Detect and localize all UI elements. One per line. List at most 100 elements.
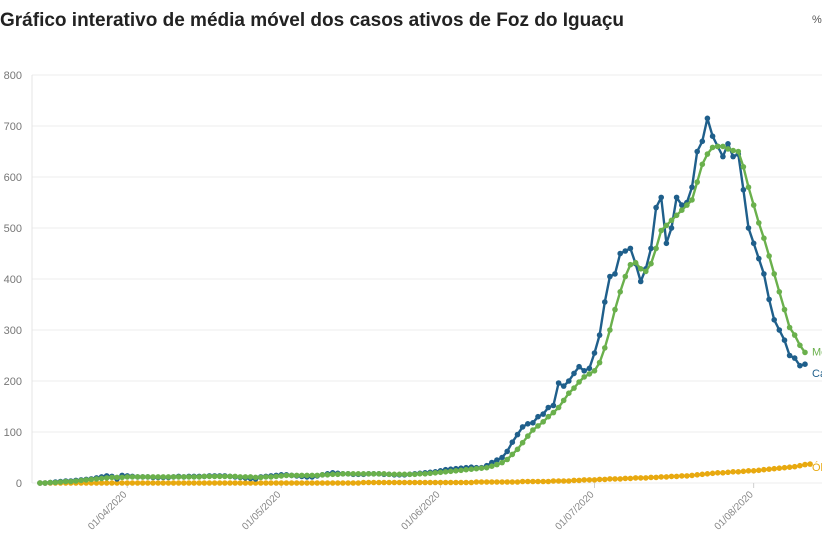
data-point[interactable] bbox=[360, 479, 367, 486]
data-point[interactable] bbox=[335, 471, 341, 478]
data-point[interactable] bbox=[504, 479, 511, 485]
data-point[interactable] bbox=[278, 480, 285, 486]
share-icon[interactable]: % bbox=[812, 14, 822, 26]
data-point[interactable] bbox=[581, 477, 587, 483]
data-point[interactable] bbox=[797, 462, 803, 469]
data-point[interactable] bbox=[412, 471, 418, 478]
data-point[interactable] bbox=[273, 480, 280, 486]
data-point[interactable] bbox=[381, 471, 387, 477]
data-point[interactable] bbox=[591, 477, 598, 483]
data-point[interactable] bbox=[750, 468, 757, 474]
data-point[interactable] bbox=[586, 365, 593, 372]
data-point[interactable] bbox=[745, 225, 752, 231]
data-point[interactable] bbox=[186, 480, 192, 486]
data-point[interactable] bbox=[499, 459, 505, 466]
data-point[interactable] bbox=[155, 474, 161, 480]
data-point[interactable] bbox=[468, 479, 475, 486]
data-point[interactable] bbox=[617, 250, 623, 257]
data-point[interactable] bbox=[103, 480, 110, 486]
data-point[interactable] bbox=[324, 480, 331, 486]
data-point[interactable] bbox=[673, 194, 680, 201]
data-point[interactable] bbox=[714, 143, 721, 150]
data-point[interactable] bbox=[504, 448, 511, 455]
data-point[interactable] bbox=[720, 143, 726, 150]
data-point[interactable] bbox=[370, 479, 377, 486]
data-point[interactable] bbox=[509, 479, 516, 485]
data-point[interactable] bbox=[201, 480, 208, 486]
data-point[interactable] bbox=[540, 478, 546, 485]
data-point[interactable] bbox=[648, 245, 654, 252]
data-point[interactable] bbox=[658, 194, 664, 201]
data-point[interactable] bbox=[771, 465, 777, 472]
data-point[interactable] bbox=[129, 474, 136, 480]
data-point[interactable] bbox=[560, 397, 567, 404]
data-point[interactable] bbox=[473, 479, 480, 485]
data-point[interactable] bbox=[730, 469, 736, 475]
data-point[interactable] bbox=[622, 273, 629, 280]
data-point[interactable] bbox=[689, 197, 695, 203]
data-point[interactable] bbox=[607, 476, 613, 482]
data-point[interactable] bbox=[761, 235, 767, 241]
data-point[interactable] bbox=[668, 473, 675, 480]
data-point[interactable] bbox=[709, 133, 716, 139]
data-point[interactable] bbox=[494, 461, 500, 468]
data-point[interactable] bbox=[745, 184, 752, 190]
data-point[interactable] bbox=[98, 475, 105, 482]
data-point[interactable] bbox=[350, 471, 357, 477]
data-point[interactable] bbox=[499, 479, 505, 485]
data-point[interactable] bbox=[535, 423, 541, 429]
data-point[interactable] bbox=[406, 471, 413, 478]
data-point[interactable] bbox=[93, 480, 100, 486]
data-point[interactable] bbox=[155, 480, 161, 486]
data-point[interactable] bbox=[756, 255, 762, 262]
data-point[interactable] bbox=[417, 471, 423, 477]
data-point[interactable] bbox=[766, 296, 772, 303]
data-point[interactable] bbox=[288, 472, 295, 479]
data-point[interactable] bbox=[704, 115, 711, 122]
data-point[interactable] bbox=[684, 473, 690, 479]
data-point[interactable] bbox=[227, 473, 233, 480]
data-point[interactable] bbox=[612, 271, 618, 277]
data-point[interactable] bbox=[365, 479, 372, 486]
data-point[interactable] bbox=[596, 476, 603, 483]
data-point[interactable] bbox=[725, 469, 731, 476]
data-point[interactable] bbox=[427, 479, 434, 486]
data-point[interactable] bbox=[191, 474, 197, 480]
data-point[interactable] bbox=[750, 202, 757, 208]
data-point[interactable] bbox=[684, 202, 690, 208]
data-point[interactable] bbox=[422, 471, 428, 477]
data-point[interactable] bbox=[679, 473, 685, 479]
data-point[interactable] bbox=[381, 479, 387, 486]
data-point[interactable] bbox=[643, 268, 649, 275]
data-point[interactable] bbox=[432, 479, 439, 486]
data-point[interactable] bbox=[566, 390, 572, 397]
data-point[interactable] bbox=[730, 147, 736, 154]
data-point[interactable] bbox=[396, 479, 403, 486]
data-point[interactable] bbox=[478, 479, 485, 485]
data-point[interactable] bbox=[319, 480, 326, 486]
data-point[interactable] bbox=[627, 245, 634, 252]
data-point[interactable] bbox=[170, 474, 177, 480]
data-point[interactable] bbox=[494, 479, 500, 485]
data-point[interactable] bbox=[576, 379, 582, 385]
data-point[interactable] bbox=[278, 473, 285, 479]
data-point[interactable] bbox=[494, 457, 500, 463]
data-point[interactable] bbox=[602, 345, 608, 351]
data-point[interactable] bbox=[781, 337, 788, 344]
data-point[interactable] bbox=[437, 479, 444, 486]
data-point[interactable] bbox=[776, 327, 783, 333]
data-point[interactable] bbox=[283, 480, 290, 486]
data-point[interactable] bbox=[365, 471, 372, 477]
data-point[interactable] bbox=[694, 148, 700, 155]
data-point[interactable] bbox=[129, 480, 136, 486]
data-point[interactable] bbox=[637, 266, 644, 272]
data-point[interactable] bbox=[509, 439, 516, 446]
data-point[interactable] bbox=[555, 404, 562, 411]
data-point[interactable] bbox=[165, 474, 172, 480]
data-point[interactable] bbox=[437, 469, 444, 476]
data-point[interactable] bbox=[514, 431, 521, 438]
data-point[interactable] bbox=[119, 480, 125, 486]
data-point[interactable] bbox=[335, 480, 341, 486]
data-point[interactable] bbox=[720, 153, 726, 160]
data-point[interactable] bbox=[196, 480, 202, 486]
